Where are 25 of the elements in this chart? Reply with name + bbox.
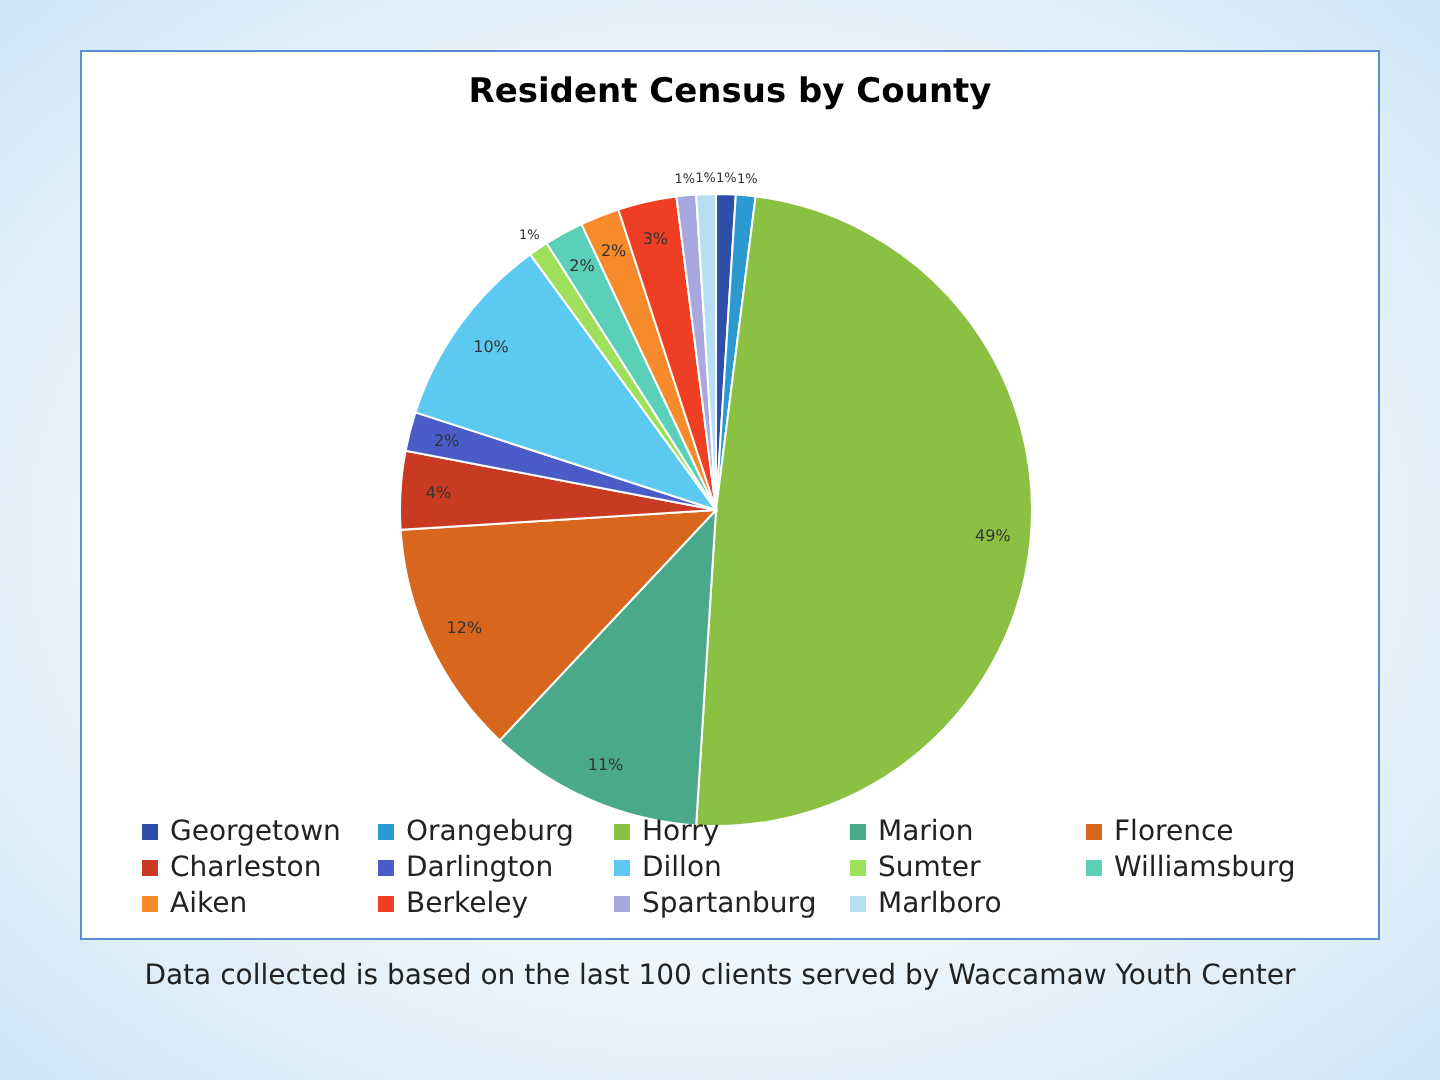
legend-label: Orangeburg (406, 816, 574, 848)
data-label: 4% (425, 483, 452, 502)
legend-label: Marion (878, 816, 974, 848)
legend-label: Georgetown (170, 816, 341, 848)
legend-label: Sumter (878, 852, 981, 884)
data-label: 49% (975, 527, 1012, 546)
legend-label: Williamsburg (1114, 852, 1296, 884)
data-label: 2% (600, 242, 628, 261)
legend-label: Charleston (170, 852, 322, 884)
legend-label: Horry (642, 816, 720, 848)
data-label: 11% (587, 756, 625, 775)
text: Data collected is based on the last 100 clients served by Waccamaw Youth Center (142, 960, 1298, 992)
legend-label: Dillon (642, 852, 722, 884)
legend-label: Marlboro (878, 888, 1002, 920)
data-label: 2% (569, 257, 596, 276)
data-label: 12% (446, 619, 483, 638)
chart-title: Resident Census by County (466, 72, 994, 116)
legend-label: Aiken (170, 888, 248, 920)
data-label: 3% (642, 229, 669, 248)
legend-label: Spartanburg (642, 888, 817, 920)
data-label: 10% (473, 337, 510, 356)
legend-label: Florence (1114, 816, 1234, 848)
data-label: 2% (433, 431, 461, 450)
legend-label: Darlington (406, 852, 554, 884)
legend-label: Berkeley (406, 888, 528, 920)
